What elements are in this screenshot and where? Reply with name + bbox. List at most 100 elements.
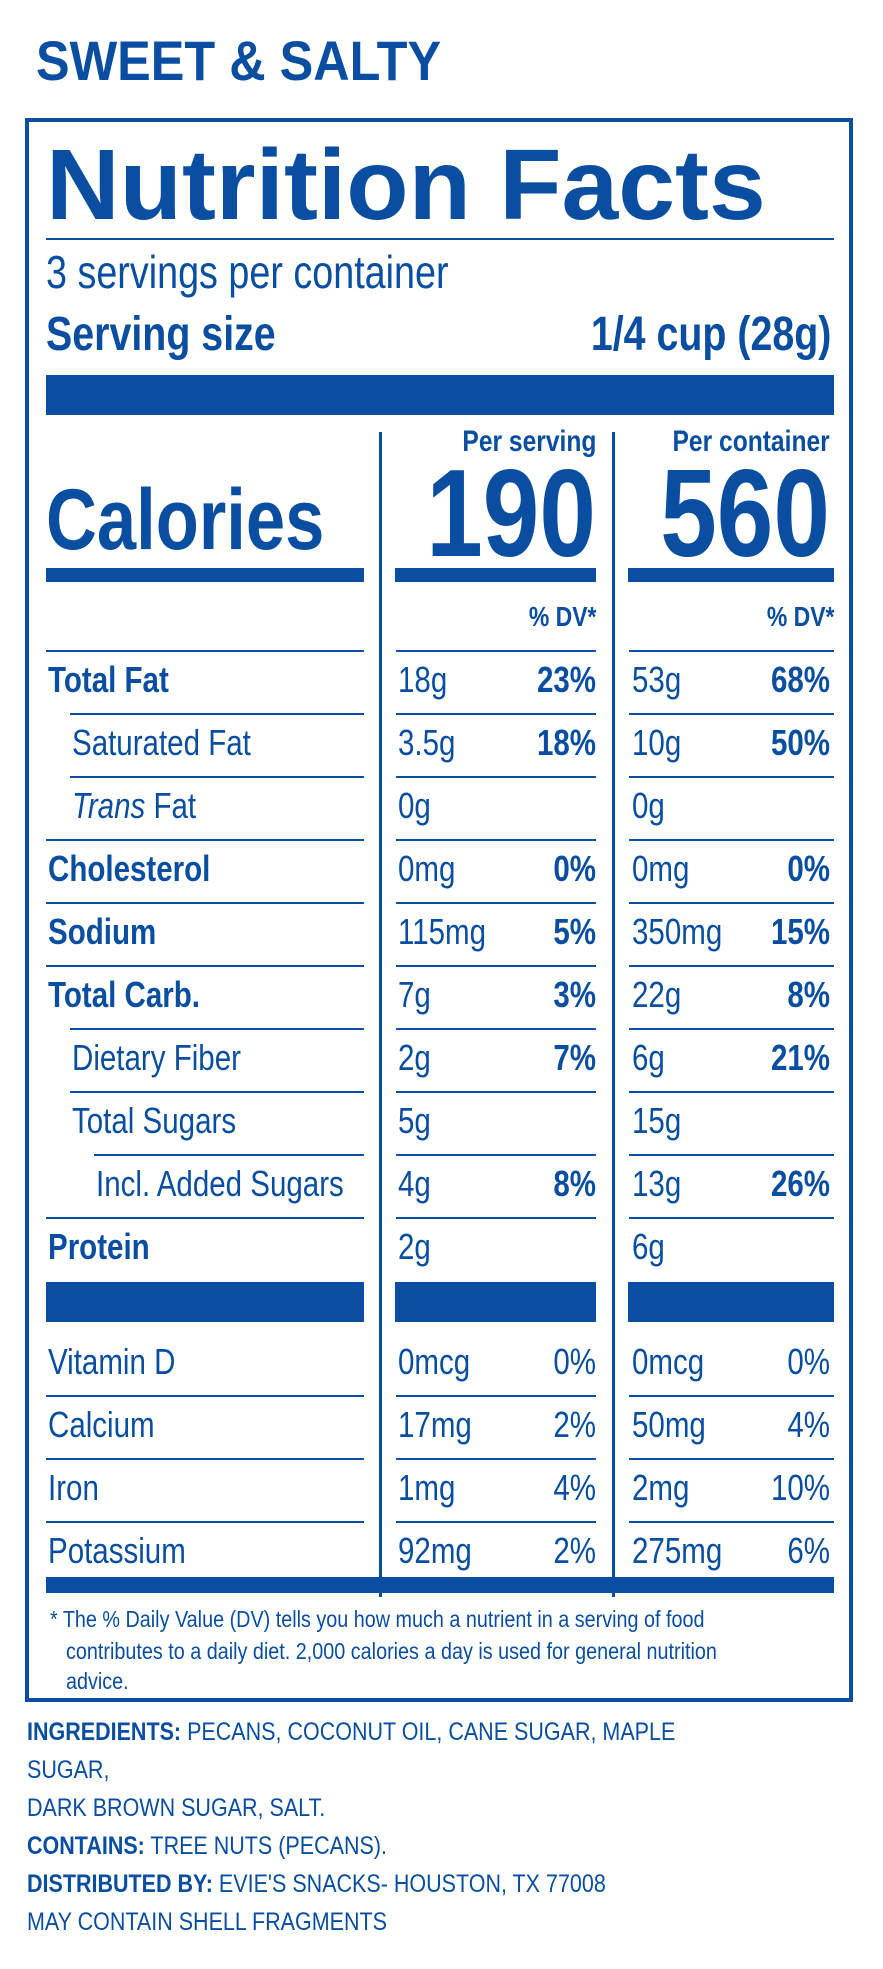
vitamin-percent-dv: 2% [553, 1530, 596, 1571]
nutrient-label: Cholesterol [48, 849, 246, 889]
vitamin-amount: 92mg [398, 1530, 472, 1571]
row-separator [46, 839, 364, 841]
vitamin-separator [46, 1395, 364, 1397]
nutrient-label-text: Dietary Fiber [72, 1037, 241, 1078]
row-separator [396, 1091, 596, 1093]
nutrient-label: Sodium [48, 912, 180, 952]
amount: 4g [398, 1163, 431, 1204]
row-separator [70, 713, 364, 715]
row-separator [629, 1217, 834, 1219]
row-separator [629, 1154, 834, 1156]
amount: 10g [632, 722, 682, 763]
vitamin-amount: 0mcg [632, 1341, 705, 1382]
serving-size-label: Serving size [46, 308, 276, 361]
nutrient-label: Total Carb. [48, 975, 233, 1015]
contains-text: TREE NUTS (PECANS). [150, 1832, 387, 1860]
percent-dv: 5% [553, 911, 596, 952]
flavor-title: SWEET & SALTY [36, 29, 442, 92]
percent-dv [506, 786, 596, 826]
calories-bar-1 [46, 568, 364, 582]
vitamin-percent-dv: 0% [553, 1341, 596, 1382]
row-separator [46, 1217, 364, 1219]
vitamin-label: Iron [48, 1467, 99, 1508]
column-divider-2 [612, 432, 615, 1597]
nutrition-facts-title: Nutrition Facts [46, 129, 766, 241]
vitamin-separator [396, 1521, 596, 1523]
percent-dv: 23% [536, 659, 596, 700]
nutrient-label-text: Total Carb. [48, 974, 200, 1015]
vitamin-amount: 17mg [398, 1404, 472, 1445]
percent-dv [740, 1227, 830, 1267]
amount: 6g [632, 1226, 665, 1267]
row-separator [629, 650, 834, 652]
vitamin-label: Vitamin D [48, 1341, 176, 1382]
vitamin-amount: 1mg [398, 1467, 456, 1508]
nutrient-label-text: Saturated Fat [72, 722, 251, 763]
nutrient-label-text: Total Sugars [72, 1100, 237, 1141]
nutrient-label: Saturated Fat [72, 723, 290, 763]
row-separator [46, 965, 364, 967]
vitamin-amount: 275mg [632, 1530, 723, 1571]
per-serving-label: Per serving [461, 425, 596, 458]
percent-dv: 0% [787, 848, 830, 889]
amount: 5g [398, 1100, 431, 1141]
nutrient-label-text: Incl. Added Sugars [96, 1163, 344, 1204]
vitamin-bar-3 [628, 1282, 834, 1322]
vitamin-separator [629, 1521, 834, 1523]
row-separator [396, 650, 596, 652]
warning-text: MAY CONTAIN SHELL FRAGMENTS [27, 1908, 387, 1936]
nutrient-label: Dietary Fiber [72, 1038, 278, 1078]
nutrient-label: Incl. Added Sugars [96, 1164, 398, 1204]
ingredients-text-2: DARK BROWN SUGAR, SALT. [27, 1794, 326, 1822]
amount: 0mg [398, 848, 456, 889]
distributed-label: DISTRIBUTED BY: [27, 1870, 213, 1898]
amount: 2g [398, 1037, 431, 1078]
percent-dv: 3% [553, 974, 596, 1015]
row-separator [629, 965, 834, 967]
row-separator [629, 902, 834, 904]
row-separator [629, 713, 834, 715]
percent-dv: 18% [536, 722, 596, 763]
vitamin-percent-dv: 10% [770, 1467, 830, 1508]
vitamin-percent-dv: 0% [787, 1341, 830, 1382]
row-separator [629, 839, 834, 841]
vitamin-separator [396, 1395, 596, 1397]
row-separator [70, 1028, 364, 1030]
dv-header-serving: % DV* [528, 601, 596, 632]
row-separator [396, 713, 596, 715]
row-separator [70, 776, 364, 778]
per-container-label: Per container [672, 425, 830, 458]
vitamin-amount: 2mg [632, 1467, 690, 1508]
vitamin-percent-dv: 4% [553, 1467, 596, 1508]
vitamin-label: Calcium [48, 1404, 155, 1445]
calories-per-container: 560 [660, 445, 830, 583]
nutrient-label: Protein [48, 1227, 172, 1267]
row-separator [396, 1028, 596, 1030]
nutrient-label-italic: Trans [72, 785, 146, 826]
vitamin-bar-1 [46, 1282, 364, 1322]
vitamin-separator [629, 1395, 834, 1397]
percent-dv: 26% [770, 1163, 830, 1204]
percent-dv: 15% [770, 911, 830, 952]
contains-label: CONTAINS: [27, 1832, 145, 1860]
vitamin-percent-dv: 4% [787, 1404, 830, 1445]
percent-dv: 68% [770, 659, 830, 700]
amount: 2g [398, 1226, 431, 1267]
vitamin-percent-dv: 6% [787, 1530, 830, 1571]
nutrient-label-text: Total Fat [48, 659, 169, 700]
footnote-line-2: contributes to a daily diet. 2,000 calor… [66, 1638, 717, 1694]
nutrient-label: Total Sugars [72, 1101, 272, 1141]
amount: 7g [398, 974, 431, 1015]
amount: 115mg [398, 911, 487, 952]
vitamin-amount: 0mcg [398, 1341, 471, 1382]
row-separator [396, 965, 596, 967]
row-separator [629, 1091, 834, 1093]
vitamin-separator [396, 1458, 596, 1460]
nutrition-facts-panel [25, 118, 853, 1702]
amount: 0g [398, 785, 431, 826]
percent-dv [506, 1101, 596, 1141]
percent-dv [740, 786, 830, 826]
calories-bar-3 [628, 568, 834, 582]
nutrient-label-text: Cholesterol [48, 848, 211, 889]
vitamin-separator [629, 1458, 834, 1460]
